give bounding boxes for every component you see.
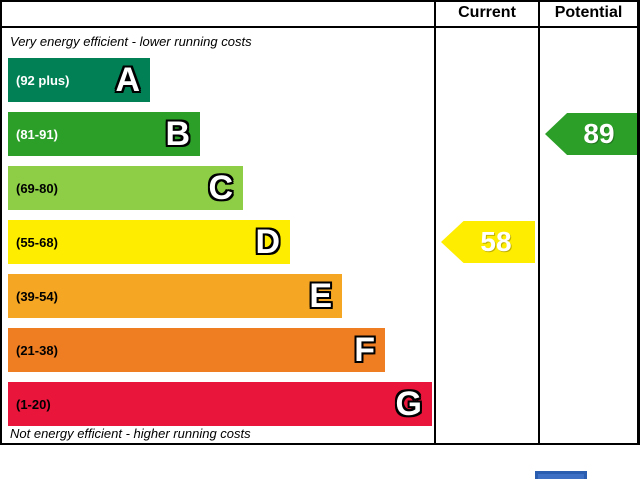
caption-efficient: Very energy efficient - lower running co… xyxy=(10,34,252,49)
current-rating-arrow: 58 xyxy=(441,221,535,263)
band-range-label: (1-20) xyxy=(16,396,51,412)
band-range-label: (69-80) xyxy=(16,180,58,196)
band-row-f: (21-38) F xyxy=(8,328,385,372)
band-range-label: (92 plus) xyxy=(16,72,70,88)
band-letter: G xyxy=(395,385,422,423)
band-row-e: (39-54) E xyxy=(8,274,342,318)
band-letter: B xyxy=(165,115,190,153)
band-row-g: (1-20) G xyxy=(8,382,432,426)
caption-not-efficient: Not energy efficient - higher running co… xyxy=(10,426,251,441)
potential-column-divider xyxy=(538,0,540,445)
band-row-b: (81-91) B xyxy=(8,112,200,156)
partial-footer-box xyxy=(535,471,587,479)
bottom-divider-line xyxy=(0,443,640,445)
current-column-divider xyxy=(434,0,436,445)
band-letter: D xyxy=(255,223,280,261)
potential-rating-arrow: 89 xyxy=(545,113,637,155)
band-letter: E xyxy=(309,277,332,315)
band-letter: A xyxy=(115,61,140,99)
band-letter: C xyxy=(208,169,233,207)
band-row-d: (55-68) D xyxy=(8,220,290,264)
header-divider-line xyxy=(0,26,640,28)
band-row-a: (92 plus) A xyxy=(8,58,150,102)
potential-column-header: Potential xyxy=(554,4,623,21)
current-column-header: Current xyxy=(458,4,516,21)
border-left xyxy=(0,0,2,445)
potential-rating-value: 89 xyxy=(583,118,615,149)
band-range-label: (55-68) xyxy=(16,234,58,250)
band-row-c: (69-80) C xyxy=(8,166,243,210)
current-rating-value: 58 xyxy=(480,226,512,257)
border-right xyxy=(637,0,640,445)
border-top xyxy=(0,0,640,2)
band-range-label: (81-91) xyxy=(16,126,58,142)
band-range-label: (39-54) xyxy=(16,288,58,304)
band-letter: F xyxy=(354,331,375,369)
band-range-label: (21-38) xyxy=(16,342,58,358)
